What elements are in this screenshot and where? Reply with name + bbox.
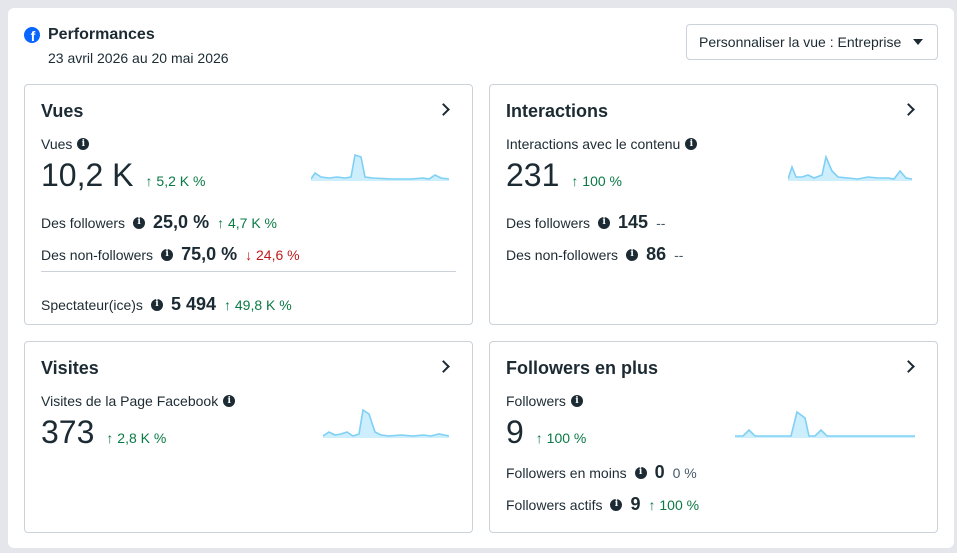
views-nonfollowers-label: Des non-followers — [41, 246, 154, 263]
performance-panel: f Performances 23 avril 2026 au 20 mai 2… — [8, 8, 954, 548]
new-followers-card-title: Followers en plus — [506, 358, 659, 378]
views-card[interactable]: Vues Vues i 10,2 K ↑ 5,2 K % Des followe… — [24, 84, 473, 325]
chevron-right-icon[interactable] — [437, 103, 450, 116]
new-followers-card[interactable]: Followers en plus Followers i 9 ↑ 100 % … — [489, 341, 938, 533]
info-icon[interactable]: i — [570, 395, 583, 407]
interactions-nonfollowers-label: Des non-followers — [506, 246, 619, 263]
info-icon[interactable]: i — [150, 298, 163, 311]
info-icon[interactable]: i — [634, 466, 647, 479]
views-nonfollowers-row: Des non-followers i 75,0 % ↓ 24,6 % — [41, 244, 300, 265]
views-delta: ↑ 5,2 K % — [145, 173, 206, 189]
chevron-right-icon[interactable] — [902, 360, 915, 373]
date-range: 23 avril 2026 au 20 mai 2026 — [48, 50, 229, 66]
views-value-row: 10,2 K ↑ 5,2 K % — [41, 157, 205, 194]
info-icon[interactable]: i — [598, 216, 611, 229]
info-icon[interactable]: i — [626, 248, 639, 261]
new-followers-value: 9 — [506, 414, 524, 450]
interactions-followers-value: 145 — [618, 212, 649, 232]
views-followers-value: 25,0 % — [153, 212, 210, 232]
interactions-nonfollowers-delta: -- — [674, 246, 684, 263]
interactions-delta: ↑ 100 % — [571, 173, 622, 189]
interactions-value-row: 231 ↑ 100 % — [506, 157, 622, 194]
interactions-nonfollowers-row: Des non-followers i 86 -- — [506, 244, 683, 265]
followers-lost-delta: 0 % — [672, 464, 697, 481]
followers-active-label: Followers actifs — [506, 496, 603, 513]
visits-metric-label-text: Visites de la Page Facebook — [41, 393, 219, 409]
interactions-card-title: Interactions — [506, 101, 609, 121]
visits-delta: ↑ 2,8 K % — [106, 430, 167, 446]
chevron-right-icon[interactable] — [902, 103, 915, 116]
header-title-row: f Performances — [24, 26, 155, 44]
info-icon[interactable]: i — [223, 395, 236, 407]
new-followers-delta: ↑ 100 % — [535, 430, 587, 446]
views-viewers-value: 5 494 — [170, 294, 216, 314]
views-sparkline — [311, 153, 450, 181]
followers-lost-value: 0 — [654, 462, 665, 482]
new-followers-metric-label-text: Followers — [506, 393, 566, 409]
interactions-nonfollowers-value: 86 — [646, 244, 667, 264]
visits-card-title: Visites — [41, 358, 99, 378]
interactions-metric-label-text: Interactions avec le contenu — [506, 136, 681, 152]
info-icon[interactable]: i — [133, 216, 146, 229]
info-icon[interactable]: i — [610, 498, 623, 511]
page-title: Performances — [48, 26, 155, 43]
new-followers-metric-label: Followers i — [506, 393, 583, 409]
info-icon[interactable]: i — [77, 138, 90, 150]
views-viewers-delta: ↑ 49,8 K % — [223, 296, 292, 313]
views-viewers-row: Spectateur(ice)s i 5 494 ↑ 49,8 K % — [41, 294, 292, 315]
interactions-card[interactable]: Interactions Interactions avec le conten… — [489, 84, 938, 325]
interactions-followers-delta: -- — [656, 214, 666, 231]
info-icon[interactable]: i — [685, 138, 698, 150]
views-metric-label-text: Vues — [41, 136, 73, 152]
caret-down-icon — [913, 39, 924, 45]
followers-lost-label: Followers en moins — [506, 464, 627, 481]
interactions-value: 231 — [506, 157, 560, 193]
interactions-metric-label: Interactions avec le contenu i — [506, 136, 698, 152]
views-nonfollowers-delta: ↓ 24,6 % — [245, 246, 300, 263]
interactions-followers-label: Des followers — [506, 214, 591, 231]
views-card-title: Vues — [41, 101, 84, 121]
followers-active-delta: ↑ 100 % — [648, 496, 700, 513]
visits-sparkline — [323, 408, 450, 438]
interactions-sparkline — [788, 154, 913, 181]
visits-metric-label: Visites de la Page Facebook i — [41, 393, 236, 409]
customize-view-dropdown[interactable]: Personnaliser la vue : Entreprise — [686, 24, 938, 60]
interactions-followers-row: Des followers i 145 -- — [506, 212, 665, 233]
views-value: 10,2 K — [41, 157, 134, 193]
views-followers-label: Des followers — [41, 214, 126, 231]
visits-card[interactable]: Visites Visites de la Page Facebook i 37… — [24, 341, 473, 533]
followers-lost-row: Followers en moins i 0 0 % — [506, 462, 697, 483]
views-viewers-label: Spectateur(ice)s — [41, 296, 143, 313]
views-followers-row: Des followers i 25,0 % ↑ 4,7 K % — [41, 212, 277, 233]
views-nonfollowers-value: 75,0 % — [181, 244, 238, 264]
views-metric-label: Vues i — [41, 136, 90, 152]
facebook-icon: f — [24, 27, 40, 43]
new-followers-value-row: 9 ↑ 100 % — [506, 414, 586, 451]
chevron-right-icon[interactable] — [437, 360, 450, 373]
followers-active-value: 9 — [630, 494, 641, 514]
info-icon[interactable]: i — [161, 248, 174, 261]
new-followers-sparkline — [735, 410, 915, 438]
visits-value-row: 373 ↑ 2,8 K % — [41, 414, 166, 451]
views-divider — [41, 271, 456, 272]
followers-active-row: Followers actifs i 9 ↑ 100 % — [506, 494, 699, 515]
visits-value: 373 — [41, 414, 95, 450]
customize-view-label: Personnaliser la vue : Entreprise — [699, 34, 902, 50]
views-followers-delta: ↑ 4,7 K % — [217, 214, 277, 231]
